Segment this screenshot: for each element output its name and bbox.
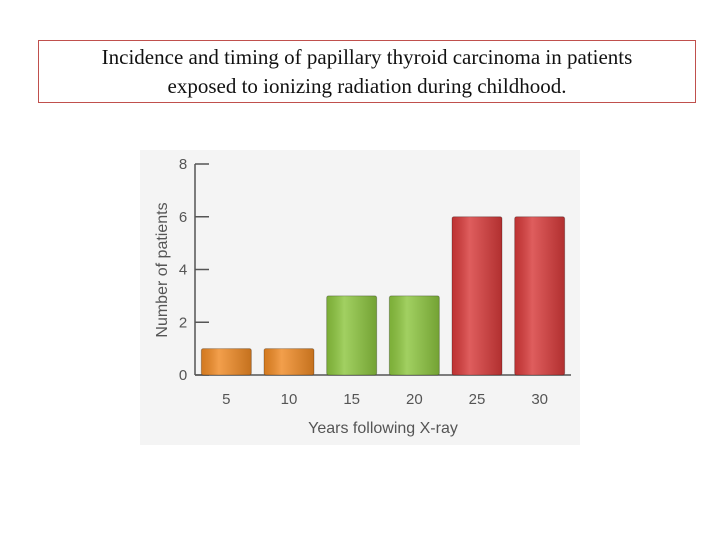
bar-shading bbox=[389, 295, 440, 375]
x-tick-label: 30 bbox=[531, 391, 548, 408]
y-axis-label: Number of patients bbox=[154, 202, 171, 337]
slide-title: Incidence and timing of papillary thyroi… bbox=[102, 43, 633, 101]
y-tick-label: 2 bbox=[179, 314, 187, 331]
bar-shading bbox=[514, 216, 565, 375]
x-tick-label: 10 bbox=[281, 391, 298, 408]
slide-title-line-1: Incidence and timing of papillary thyroi… bbox=[101, 44, 633, 69]
y-tick-label: 8 bbox=[179, 156, 187, 173]
y-tick-label: 6 bbox=[179, 209, 187, 226]
x-axis-label: Years following X-ray bbox=[308, 420, 458, 437]
bar-shading bbox=[201, 348, 252, 375]
bar-chart: 0 2 4 6 8 5 10 15 20 25 30 Number of patients Year… bbox=[140, 150, 580, 445]
x-tick-label: 5 bbox=[222, 391, 230, 408]
slide-title-box: Incidence and timing of papillary thyroi… bbox=[38, 40, 696, 103]
y-tick-label: 4 bbox=[179, 262, 187, 279]
bar-shading bbox=[452, 216, 502, 375]
bar-shading bbox=[326, 295, 377, 375]
slide-title-line-2: exposed to ionizing radiation during chi… bbox=[167, 73, 567, 98]
y-tick-label: 0 bbox=[179, 367, 187, 384]
bar-shading bbox=[264, 348, 314, 375]
x-tick-label: 15 bbox=[343, 391, 360, 408]
plot-area: 0 2 4 6 8 5 10 15 20 25 30 bbox=[179, 156, 571, 408]
x-tick-label: 20 bbox=[406, 391, 423, 408]
x-tick-label: 25 bbox=[469, 391, 486, 408]
